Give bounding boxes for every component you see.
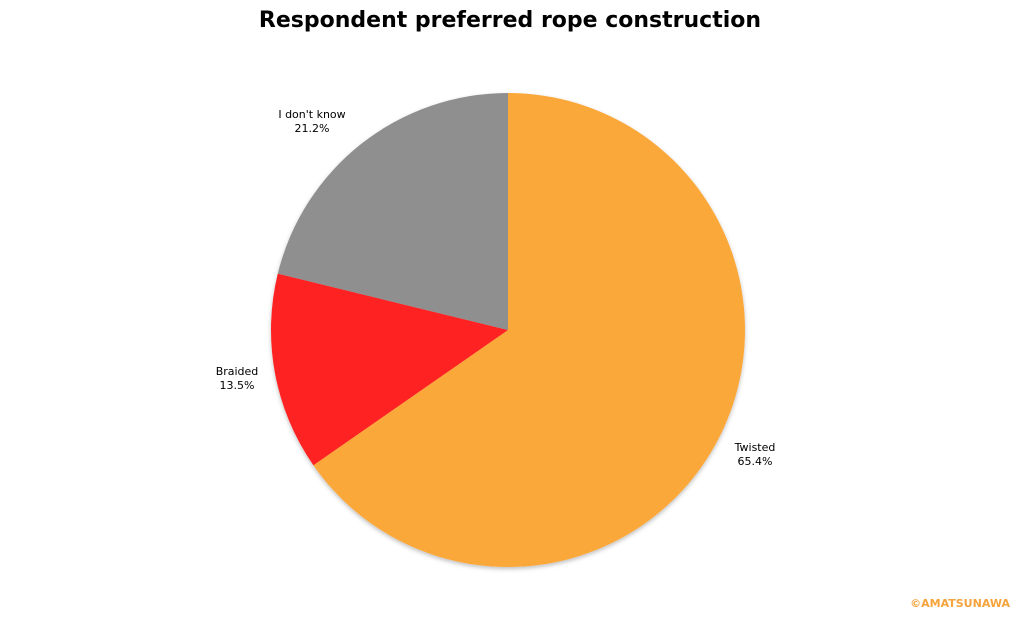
slice-value-label: 21.2% — [295, 122, 330, 135]
pie-slices — [271, 93, 745, 567]
slice-value-label: 65.4% — [738, 455, 773, 468]
copyright-text: ©AMATSUNAWA — [910, 597, 1010, 610]
pie-slice-braided — [271, 273, 508, 466]
slice-label: Braided — [216, 365, 259, 378]
slice-value-label: 13.5% — [220, 379, 255, 392]
pie-slice-i-don-t-know — [277, 93, 508, 330]
slice-label: Twisted — [734, 441, 776, 454]
pie-slice-twisted — [313, 93, 745, 567]
chart-title: Respondent preferred rope construction — [258, 8, 762, 33]
slice-label: I don't know — [278, 108, 345, 121]
